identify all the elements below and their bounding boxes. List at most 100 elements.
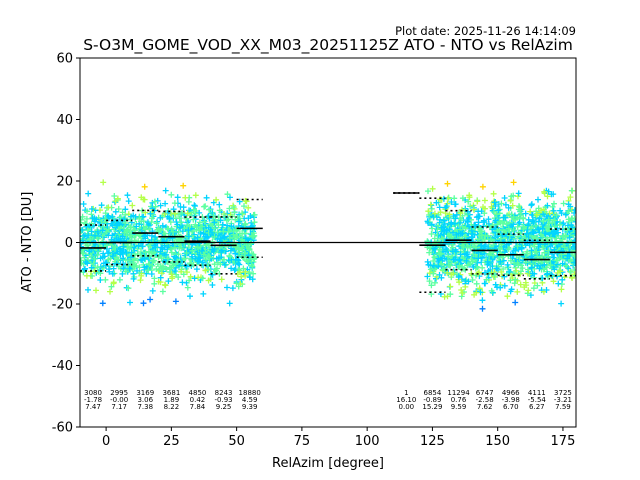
- scatter-point: [102, 210, 109, 217]
- scatter-point: [430, 270, 437, 277]
- scatter-point: [445, 194, 452, 201]
- scatter-point: [214, 229, 221, 236]
- scatter-point: [481, 250, 488, 257]
- scatter-point: [196, 219, 203, 226]
- x-tick-label: 75: [294, 434, 311, 449]
- scatter-point: [518, 235, 525, 242]
- scatter-point: [240, 265, 247, 272]
- scatter-point: [91, 256, 98, 262]
- scatter-point: [425, 219, 432, 226]
- scatter-point: [534, 282, 541, 289]
- bin-count: 2995: [110, 389, 128, 397]
- scatter-point: [227, 247, 234, 254]
- scatter-point: [510, 214, 517, 220]
- scatter-point: [559, 260, 566, 267]
- scatter-point: [209, 271, 216, 278]
- scatter-point: [147, 210, 154, 217]
- scatter-point: [559, 276, 566, 283]
- scatter-point: [141, 183, 148, 190]
- scatter-point: [136, 214, 143, 221]
- scatter-point: [106, 268, 113, 275]
- scatter-point: [179, 228, 186, 235]
- scatter-point: [151, 249, 158, 256]
- scatter-point: [152, 203, 159, 210]
- scatter-point: [168, 246, 174, 253]
- scatter-point: [175, 251, 182, 258]
- scatter-point: [571, 252, 576, 259]
- bin-mean: 0.76: [451, 396, 467, 404]
- scatter-point: [205, 266, 212, 273]
- scatter-point: [502, 201, 509, 208]
- scatter-point: [512, 264, 519, 271]
- scatter-point: [437, 225, 444, 232]
- scatter-point: [250, 233, 257, 240]
- scatter-point: [481, 205, 488, 212]
- scatter-point: [481, 236, 488, 243]
- y-tick-label: -40: [52, 359, 73, 374]
- scatter-point: [492, 217, 499, 224]
- scatter-point: [541, 249, 548, 256]
- scatter-point: [489, 207, 496, 214]
- scatter-point: [528, 201, 535, 208]
- scatter-point: [211, 261, 218, 268]
- bin-std: 7.59: [555, 403, 571, 411]
- scatter-point: [164, 255, 171, 262]
- bin-mean: -0.93: [215, 396, 233, 404]
- scatter-point: [538, 207, 544, 214]
- bin-std: 7.84: [190, 403, 206, 411]
- bin-count: 4850: [189, 389, 207, 397]
- scatter-point: [209, 229, 215, 236]
- scatter-point: [119, 249, 126, 256]
- scatter-point: [121, 229, 128, 236]
- scatter-point: [157, 274, 164, 281]
- scatter-point: [126, 265, 133, 272]
- scatter-point: [111, 199, 118, 206]
- scatter-point: [506, 269, 513, 275]
- bin-std: 6.27: [529, 403, 545, 411]
- scatter-point: [517, 212, 524, 219]
- scatter-point: [154, 197, 161, 204]
- scatter-point: [176, 244, 183, 251]
- scatter-point: [430, 258, 437, 264]
- bin-mean: 4.59: [242, 396, 258, 404]
- scatter-point: [182, 194, 189, 201]
- scatter-point: [528, 253, 535, 260]
- scatter-point: [525, 216, 532, 223]
- scatter-point: [137, 240, 144, 247]
- scatter-point: [544, 224, 551, 231]
- chart-title: S-O3M_GOME_VOD_XX_M03_20251125Z ATO - NT…: [83, 36, 573, 55]
- scatter-point: [127, 243, 134, 250]
- scatter-point: [566, 234, 573, 241]
- scatter-point: [571, 259, 576, 266]
- scatter-point: [105, 232, 112, 239]
- scatter-point: [168, 249, 175, 256]
- scatter-point: [191, 275, 198, 282]
- bin-mean: 1.89: [164, 396, 180, 404]
- scatter-point: [550, 278, 557, 285]
- scatter-point: [507, 288, 514, 295]
- scatter-point: [249, 263, 256, 270]
- scatter-point: [196, 209, 203, 216]
- scatter-point: [115, 206, 122, 212]
- bin-mean: 0.42: [190, 396, 206, 404]
- scatter-point: [501, 282, 508, 289]
- scatter-point: [245, 245, 252, 252]
- scatter-point: [539, 275, 546, 281]
- scatter-point: [523, 230, 530, 237]
- scatter-point: [187, 273, 194, 280]
- scatter-point: [458, 217, 464, 223]
- scatter-point: [248, 219, 255, 226]
- bin-count: 3169: [136, 389, 154, 397]
- scatter-point: [501, 195, 508, 201]
- scatter-point: [473, 280, 480, 287]
- scatter-point: [507, 197, 514, 204]
- scatter-point: [487, 236, 494, 243]
- scatter-point: [152, 234, 159, 240]
- bin-mean: -2.58: [476, 396, 494, 404]
- scatter-point: [541, 230, 548, 237]
- scatter-point: [142, 209, 149, 216]
- scatter-point: [221, 234, 228, 241]
- scatter-point: [149, 287, 156, 294]
- scatter-point: [198, 248, 205, 254]
